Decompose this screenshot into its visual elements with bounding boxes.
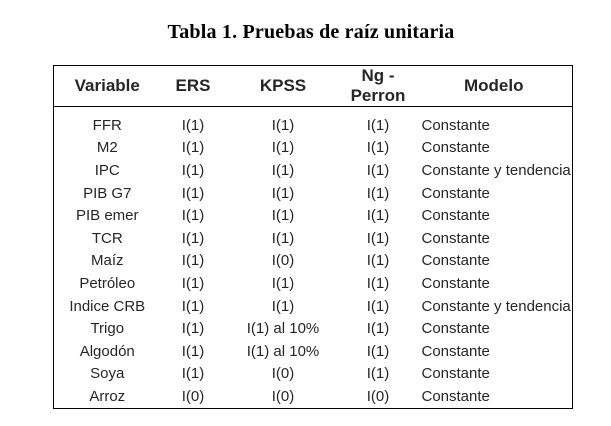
cell-modelo: Constante [421,207,490,225]
cell-variable: IPC [94,161,120,179]
cell-kpss: I(1) [271,161,295,179]
table-row: Petróleo I(1) I(1) I(1) Constante [54,272,573,295]
cell-variable: FFR [92,116,122,134]
col-header-ers: ERS [160,65,226,107]
table-row: Maíz I(1) I(0) I(1) Constante [54,250,573,273]
table-row: Soya I(1) I(0) I(1) Constante [54,363,573,386]
cell-modelo: Constante [421,365,490,383]
cell-ng-perron: I(1) [366,161,390,179]
cell-ng-perron: I(1) [366,297,390,315]
cell-ng-perron: I(1) [366,229,390,247]
cell-kpss: I(1) [271,184,295,202]
cell-variable: Arroz [89,387,126,405]
cell-ers: I(1) [181,116,205,134]
cell-modelo: Constante [421,252,490,270]
cell-variable: Trigo [90,320,125,338]
cell-kpss: I(1) [271,139,295,157]
cell-ers: I(1) [181,342,205,360]
table-row: PIB G7 I(1) I(1) I(1) Constante [54,182,573,205]
cell-modelo: Constante y tendencia [421,297,571,315]
table-caption: Tabla 1. Pruebas de raíz unitaria [167,21,455,43]
cell-kpss: I(1) al 10% [246,342,320,360]
cell-ers: I(1) [181,161,205,179]
cell-kpss: I(0) [271,387,295,405]
cell-ng-perron: I(1) [366,184,390,202]
cell-kpss: I(1) [271,229,295,247]
cell-kpss: I(1) al 10% [246,320,320,338]
table-row: Indice CRB I(1) I(1) I(1) Constante y te… [54,295,573,318]
table-row: M2 I(1) I(1) I(1) Constante [54,137,573,160]
table-row: Algodón I(1) I(1) al 10% I(1) Constante [54,340,573,363]
cell-variable: PIB G7 [83,184,132,202]
cell-kpss: I(0) [271,365,295,383]
cell-modelo: Constante [421,342,490,360]
cell-modelo: Constante [421,229,490,247]
cell-ng-perron: I(1) [366,116,390,134]
cell-variable: Algodón [79,342,135,360]
cell-ers: I(1) [181,229,205,247]
col-header-ng-perron: Ng - Perron [340,65,416,107]
cell-ng-perron: I(1) [366,320,390,338]
cell-kpss: I(1) [271,297,295,315]
cell-variable: Maíz [90,252,124,270]
cell-variable: PIB emer [75,207,139,225]
table-row: FFR I(1) I(1) I(1) Constante [54,107,573,137]
cell-variable: Petróleo [79,274,136,292]
cell-kpss: I(1) [271,116,295,134]
cell-modelo: Constante [421,320,490,338]
cell-ers: I(1) [181,274,205,292]
cell-ng-perron: I(0) [366,387,390,405]
cell-modelo: Constante [421,387,490,405]
cell-modelo: Constante [421,116,490,134]
cell-ng-perron: I(1) [366,365,390,383]
table-row: Arroz I(0) I(0) I(0) Constante [54,385,573,408]
table-row: TCR I(1) I(1) I(1) Constante [54,227,573,250]
unit-root-test-table: Variable ERS KPSS Ng - Perron Modelo FFR… [53,65,573,409]
cell-variable: M2 [96,139,118,157]
cell-ng-perron: I(1) [366,274,390,292]
cell-modelo: Constante [421,184,490,202]
table-row: Trigo I(1) I(1) al 10% I(1) Constante [54,317,573,340]
col-header-modelo: Modelo [415,65,573,107]
cell-ng-perron: I(1) [366,342,390,360]
cell-modelo: Constante [421,139,490,157]
cell-ers: I(1) [181,207,205,225]
cell-ers: I(1) [181,365,205,383]
cell-ers: I(1) [181,139,205,157]
cell-ng-perron: I(1) [366,139,390,157]
header-row: Variable ERS KPSS Ng - Perron Modelo [53,65,573,107]
cell-modelo: Constante y tendencia [421,161,571,179]
table-row: IPC I(1) I(1) I(1) Constante y tendencia [54,159,573,182]
cell-ers: I(1) [181,184,205,202]
cell-ng-perron: I(1) [366,252,390,270]
table-row: PIB emer I(1) I(1) I(1) Constante [54,204,573,227]
cell-ng-perron: I(1) [366,207,390,225]
cell-variable: Soya [90,365,125,383]
cell-variable: Indice CRB [69,297,146,315]
col-header-kpss: KPSS [225,65,341,107]
cell-kpss: I(1) [271,207,295,225]
cell-kpss: I(0) [271,252,295,270]
cell-kpss: I(1) [271,274,295,292]
cell-ers: I(1) [181,320,205,338]
cell-ers: I(1) [181,297,205,315]
cell-ers: I(0) [181,387,205,405]
cell-modelo: Constante [421,274,490,292]
cell-variable: TCR [91,229,123,247]
cell-ers: I(1) [181,252,205,270]
col-header-variable: Variable [53,65,161,107]
